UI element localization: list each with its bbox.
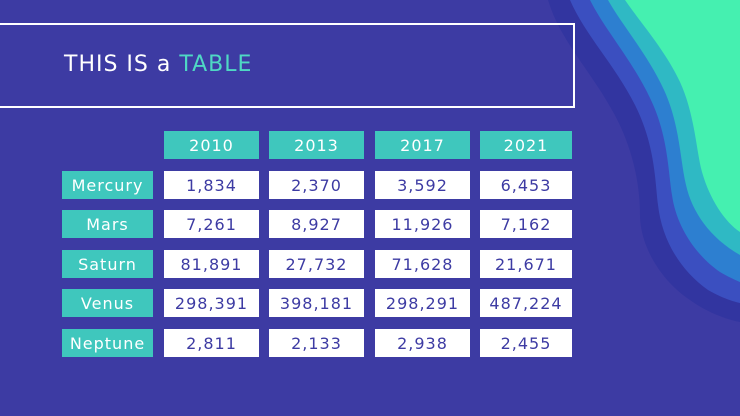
table-cell: 21,671: [480, 250, 572, 278]
table-cell: 81,891: [164, 250, 259, 278]
table-cell: 27,732: [269, 250, 364, 278]
table-cell: 2,455: [480, 329, 572, 357]
table-cell: 6,453: [480, 171, 572, 199]
table-cell: 2,811: [164, 329, 259, 357]
column-header-2017: 2017: [375, 131, 470, 159]
table-cell: 2,938: [375, 329, 470, 357]
table-cell: 8,927: [269, 210, 364, 238]
title-frame: [0, 23, 575, 108]
row-label-mercury: Mercury: [62, 171, 153, 199]
table-cell: 2,370: [269, 171, 364, 199]
table-cell: 398,181: [269, 289, 364, 317]
row-label-saturn: Saturn: [62, 250, 153, 278]
table-cell: 3,592: [375, 171, 470, 199]
title-accent-text: TABLE: [179, 52, 253, 77]
table-cell: 1,834: [164, 171, 259, 199]
table-cell: 7,162: [480, 210, 572, 238]
title-text: THIS IS a: [64, 52, 172, 77]
row-label-venus: Venus: [62, 289, 153, 317]
slide-title: THIS IS a TABLE: [64, 50, 252, 80]
column-header-2013: 2013: [269, 131, 364, 159]
table-cell: 71,628: [375, 250, 470, 278]
table-cell: 7,261: [164, 210, 259, 238]
wave-layer-green: [625, 0, 740, 232]
table-cell: 11,926: [375, 210, 470, 238]
row-label-neptune: Neptune: [62, 329, 153, 357]
table-cell: 298,391: [164, 289, 259, 317]
table-cell: 298,291: [375, 289, 470, 317]
table-cell: 487,224: [480, 289, 572, 317]
column-header-2010: 2010: [164, 131, 259, 159]
row-label-mars: Mars: [62, 210, 153, 238]
table-cell: 2,133: [269, 329, 364, 357]
column-header-2021: 2021: [480, 131, 572, 159]
